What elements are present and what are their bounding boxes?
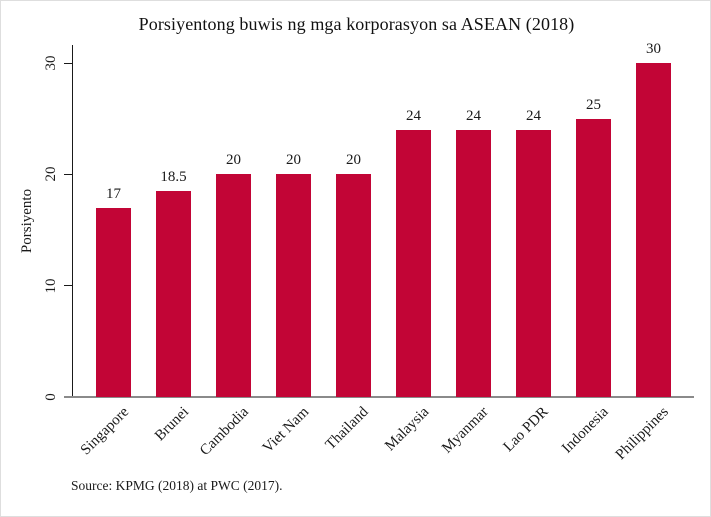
bar <box>336 174 371 397</box>
y-tick-mark <box>64 173 73 175</box>
bar <box>576 118 611 397</box>
bar <box>96 207 131 397</box>
bar-value-label: 20 <box>346 152 361 169</box>
y-tick-label: 30 <box>43 55 59 71</box>
bar <box>636 63 671 397</box>
bar <box>516 129 551 397</box>
x-tick-label: Indonesia <box>559 404 612 457</box>
source-note: Source: KPMG (2018) at PWC (2017). <box>71 478 283 493</box>
bar-value-label: 18.5 <box>160 169 187 186</box>
y-tick-label: 10 <box>43 278 59 294</box>
x-tick-label: Viet Nam <box>259 404 312 457</box>
y-tick-mark <box>64 285 73 287</box>
y-tick-label: 0 <box>43 393 59 401</box>
x-tick-label: Malaysia <box>381 404 432 455</box>
bar <box>276 174 311 397</box>
bar <box>396 129 431 397</box>
bar <box>216 174 251 397</box>
bar <box>456 129 491 397</box>
bar-value-label: 24 <box>526 107 541 124</box>
y-axis-line <box>72 45 73 397</box>
x-tick-label: Myanmar <box>439 404 492 457</box>
y-tick-label: 20 <box>43 166 59 182</box>
x-tick-label: Philippines <box>612 404 672 464</box>
bar-value-label: 17 <box>106 185 121 202</box>
bar-value-label: 20 <box>226 152 241 169</box>
bar <box>156 191 191 397</box>
y-axis-label: Porsiyento <box>19 188 35 254</box>
x-tick-label: Singapore <box>77 404 132 459</box>
chart-title: Porsiyentong buwis ng mga korporasyon sa… <box>138 14 575 34</box>
x-axis-line <box>64 396 694 398</box>
bar-value-label: 20 <box>286 152 301 169</box>
bar-value-label: 30 <box>646 41 661 57</box>
x-tick-label: Cambodia <box>196 404 252 459</box>
x-tick-label: Lao PDR <box>500 404 552 456</box>
x-tick-label: Brunei <box>151 404 192 445</box>
bar-value-label: 24 <box>406 107 421 124</box>
x-tick-label: Thailand <box>322 404 372 454</box>
y-tick-mark <box>64 62 73 64</box>
bar-value-label: 24 <box>466 107 481 124</box>
bar-value-label: 25 <box>586 96 601 113</box>
